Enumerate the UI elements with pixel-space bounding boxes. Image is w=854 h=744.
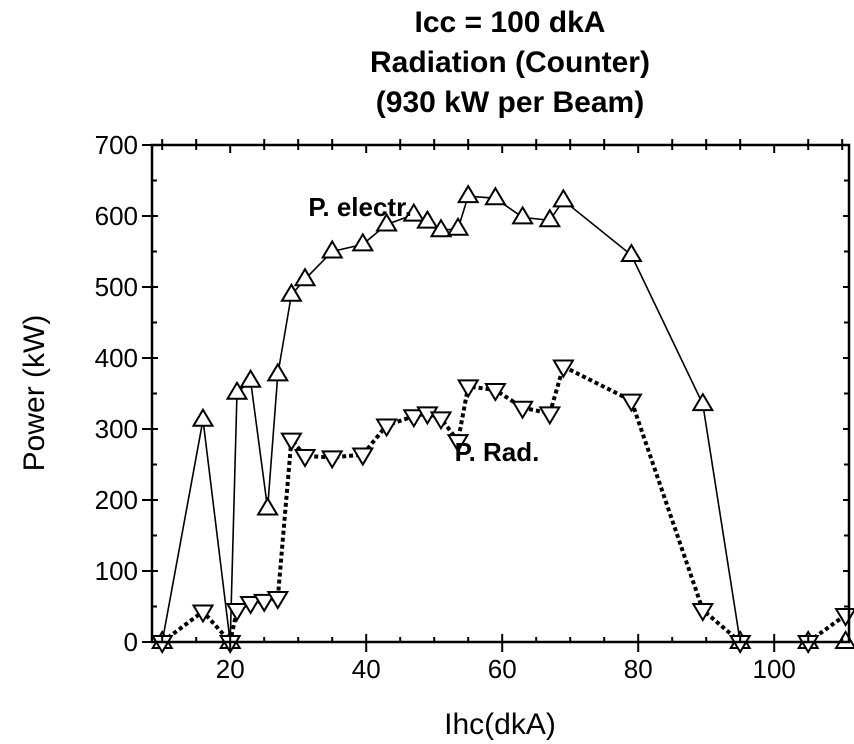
y-tick-label: 200 [95,485,138,515]
chart-annotations: P. electr. P. Rad. [308,192,539,467]
data-point [225,380,249,400]
data-point [691,392,715,412]
data-point [320,450,344,470]
series-annotation: P. electr. [308,192,412,222]
data-point [320,239,344,259]
y-axis-label: Power (kW) [18,315,51,472]
data-point [456,184,480,204]
data-point [446,434,470,454]
data-point [538,208,562,228]
data-point [728,635,752,654]
x-tick-label: 100 [753,654,796,684]
data-point [293,267,317,287]
data-point [239,595,262,615]
y-tick-label: 0 [124,627,138,657]
series-annotation: P. Rad. [455,437,540,467]
y-tick-label: 400 [95,343,138,373]
data-point [266,590,290,610]
data-point [191,604,215,624]
series-p-rad [150,359,854,654]
data-point [375,418,398,438]
chart-title-line-3: (930 kW per Beam) [376,86,644,119]
y-tick-label: 300 [95,414,138,444]
y-axis-tick-labels: 0 100 200 300 400 500 600 700 [95,130,138,657]
data-point [351,447,375,467]
data-point [429,411,453,431]
data-point [796,635,820,654]
data-point [225,603,249,623]
data-point [552,359,575,379]
x-axis-label: Ihc(dkA) [444,708,556,741]
x-tick-label: 60 [488,654,517,684]
x-tick-label: 80 [624,654,653,684]
x-tick-label: 20 [216,654,245,684]
y-tick-label: 600 [95,201,138,231]
plot-area [150,184,854,654]
data-point [191,407,215,427]
data-point [256,496,279,516]
data-point [552,188,575,208]
data-point [834,608,854,627]
data-point [402,202,426,222]
data-point [511,205,534,225]
chart-title-line-2: Radiation (Counter) [370,46,650,79]
x-axis-tick-labels: 20 40 60 80 100 [216,654,796,684]
x-tick-label: 40 [352,654,381,684]
data-point [456,379,480,399]
axis-ticks [142,139,849,652]
data-point [429,218,453,238]
data-point [620,393,643,413]
data-point [416,209,439,229]
y-tick-label: 500 [95,272,138,302]
data-point [375,212,398,232]
data-point [834,630,854,649]
data-point [150,635,174,654]
data-point [484,382,507,402]
data-point [691,603,715,623]
data-point [484,186,507,206]
data-point [402,409,426,429]
data-point [280,432,303,452]
data-point [511,400,534,420]
data-point [446,216,470,236]
data-point [293,448,317,468]
data-point [351,232,375,252]
chart-title: Icc = 100 dkA Radiation (Counter) (930 k… [370,6,650,119]
data-point [280,282,303,302]
data-point [538,406,562,426]
series-line [161,363,742,647]
data-point [239,368,262,388]
data-point [266,362,290,382]
series-line [161,195,741,643]
y-tick-label: 700 [95,130,138,160]
y-tick-label: 100 [95,556,138,586]
series-p-electr [150,184,854,649]
data-point [252,593,276,613]
data-point [620,243,643,263]
chart-title-line-1: Icc = 100 dkA [415,6,606,39]
